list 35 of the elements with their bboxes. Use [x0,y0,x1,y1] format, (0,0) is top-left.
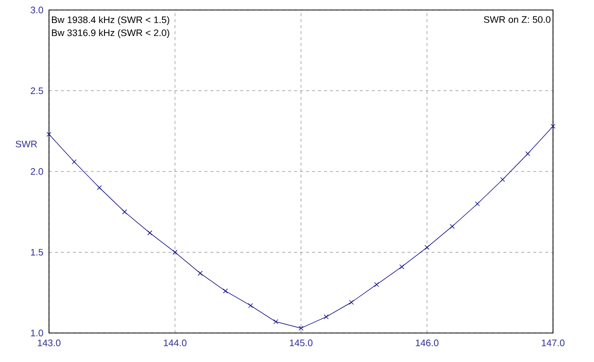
y-axis-title: SWR [16,140,37,148]
point [248,303,254,308]
point [424,244,430,250]
point [46,132,52,137]
x-tick-label: 145.0 [290,340,312,346]
point [374,282,380,287]
point [298,326,304,331]
y-tick-label: 2.0 [30,168,44,175]
point [500,177,506,182]
point [348,300,354,305]
x-tick-label: 147.0 [542,340,564,346]
point [122,209,128,214]
point [172,250,178,255]
point [399,264,404,270]
point [474,201,480,206]
x-tick-label: 144.0 [164,340,186,346]
point [273,319,278,324]
y-tick-label: 1.0 [31,330,44,336]
annotation: SWR on Z: 50.0 [484,16,550,23]
point [450,224,455,229]
point [222,288,228,294]
point [525,151,530,156]
y-tick-label: 1.5 [31,248,44,256]
point [147,230,152,236]
x-tick-label: 143.0 [38,340,60,346]
annotation: Bw 3316.9 kHz (SWR < 2.0) [52,29,170,38]
point [72,159,77,164]
point [198,270,203,276]
x-tick-label: 146.0 [416,340,438,346]
point [96,185,102,190]
y-tick-label: 3.0 [30,6,44,14]
point [550,124,556,129]
y-tick-label: 2.5 [30,87,44,94]
point [324,314,329,320]
annotation: Bw 1938.4 kHz (SWR < 1.5) [52,16,170,26]
